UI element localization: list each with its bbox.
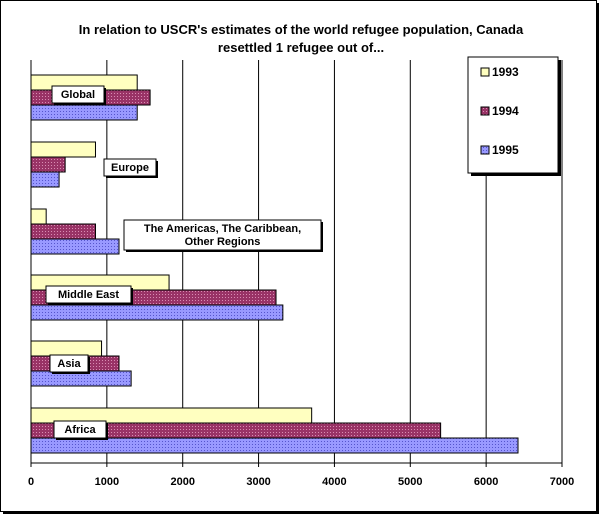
category-labels: Global Europe The Americas, The Caribbean,… xyxy=(45,85,323,440)
category-label: Middle East xyxy=(45,285,133,305)
category-label: Global xyxy=(51,85,106,105)
category-label-text: The Americas, The Caribbean, xyxy=(144,223,301,235)
chart-title: In relation to USCR's estimates of the w… xyxy=(41,21,561,57)
bar-1993 xyxy=(30,208,47,225)
bar-1995 xyxy=(30,304,284,321)
x-axis: 0 1000 2000 3000 4000 5000 6000 7000 xyxy=(28,60,574,488)
category-label-text: Global xyxy=(61,89,95,101)
label-box xyxy=(103,158,157,177)
label-box xyxy=(53,420,107,439)
legend-label-1994: 1994 xyxy=(492,104,519,118)
bar-1993 xyxy=(30,141,96,158)
legend-label-1993: 1993 xyxy=(492,65,519,79)
x-tick-label: 4000 xyxy=(322,476,346,488)
chart-title-line-2: resettled 1 refugee out of... xyxy=(217,40,385,55)
category-label: The Americas, The Caribbean,Other Region… xyxy=(123,219,323,252)
category-label: Europe xyxy=(103,158,158,178)
legend-swatch-1994 xyxy=(480,106,490,116)
bar-1994 xyxy=(30,156,66,173)
x-tick-label: 6000 xyxy=(474,476,498,488)
x-tick-label: 2000 xyxy=(170,476,194,488)
x-tick-label: 1000 xyxy=(95,476,119,488)
category-label-text: Europe xyxy=(111,162,149,174)
category-label: Africa xyxy=(53,420,108,440)
bar-1995 xyxy=(30,238,120,255)
x-tick-label: 0 xyxy=(28,476,34,488)
label-box xyxy=(49,354,89,373)
label-box xyxy=(45,285,132,304)
bar-1995 xyxy=(30,437,519,454)
chart-title-line-1: In relation to USCR's estimates of the w… xyxy=(78,22,524,37)
legend-swatch-1995 xyxy=(480,145,490,155)
category-label-text: Middle East xyxy=(58,289,119,301)
x-tick-label: 5000 xyxy=(398,476,422,488)
bars xyxy=(30,74,519,454)
bar-1995 xyxy=(30,104,138,121)
x-tick-label: 3000 xyxy=(246,476,270,488)
x-tick-label: 7000 xyxy=(550,476,574,488)
legend: 1993 1994 1995 xyxy=(467,56,561,176)
category-label-text: Other Regions xyxy=(185,236,261,248)
bar-1994 xyxy=(30,223,96,240)
label-box xyxy=(123,219,322,251)
category-label-text: Africa xyxy=(64,424,96,436)
category-label: Asia xyxy=(49,354,90,374)
label-box xyxy=(51,85,105,104)
legend-label-1995: 1995 xyxy=(492,143,519,157)
bar-1993 xyxy=(30,340,103,357)
legend-swatch-1993 xyxy=(480,67,490,77)
bar-1995 xyxy=(30,171,60,188)
category-label-text: Asia xyxy=(57,358,81,370)
